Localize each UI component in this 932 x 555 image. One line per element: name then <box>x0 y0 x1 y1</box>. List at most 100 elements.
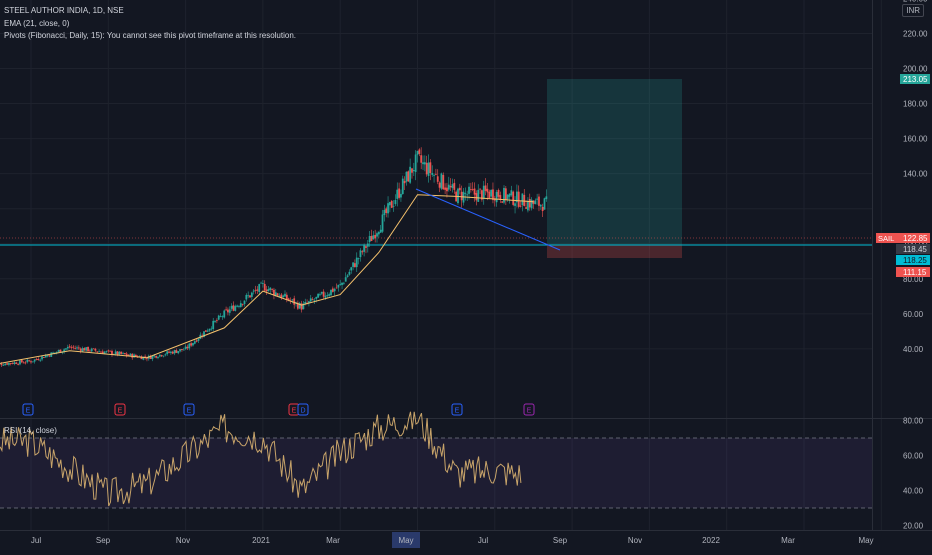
rsi-axis[interactable]: 80.00 60.00 40.00 20.00 <box>903 417 924 531</box>
candle-body <box>300 303 303 310</box>
candle-body <box>490 189 493 197</box>
price-axis-tick: 180.00 <box>903 100 928 109</box>
price-axis[interactable]: 240.00220.00200.00180.00160.00140.00100.… <box>872 0 929 530</box>
time-axis-label: Sep <box>553 536 568 545</box>
candle-body <box>265 289 268 292</box>
candle-body <box>506 194 509 200</box>
candle-body <box>449 186 452 188</box>
ema-legend[interactable]: EMA (21, close, 0) <box>4 19 70 28</box>
event-marker-box <box>183 403 195 416</box>
support-price-label: 118.45 <box>903 245 927 254</box>
candle-body <box>68 346 71 348</box>
candle-body <box>446 187 448 192</box>
candle-body <box>46 355 49 357</box>
candle-body <box>339 284 342 285</box>
candle-body <box>11 363 14 364</box>
stop-zone[interactable] <box>547 245 682 258</box>
candle-body <box>374 234 377 239</box>
symbol-title[interactable]: STEEL AUTHOR INDIA, 1D, NSE <box>4 6 124 15</box>
event-marker[interactable]: E <box>183 403 195 416</box>
candle-body <box>379 229 382 233</box>
candle-body <box>175 350 178 353</box>
candle-body <box>414 154 417 173</box>
candle-body <box>291 299 294 301</box>
candle-body <box>532 200 535 204</box>
candle-body <box>468 186 470 194</box>
candle-body <box>206 330 209 332</box>
pivots-legend[interactable]: Pivots (Fibonacci, Daily, 15): You canno… <box>4 31 296 40</box>
candle-body <box>370 235 373 241</box>
candle-body <box>44 355 47 358</box>
candle-body <box>74 348 77 349</box>
candle-body <box>285 294 288 300</box>
candle-body <box>249 295 251 298</box>
candle-body <box>416 150 419 155</box>
candle-body <box>204 330 207 332</box>
candle-body <box>263 283 266 291</box>
event-marker[interactable]: E <box>523 403 535 416</box>
candle-body <box>271 289 274 290</box>
time-axis-highlight <box>392 532 420 548</box>
candle-body <box>473 188 476 195</box>
last-price-label: 122.85 <box>903 234 928 243</box>
entry-price-tag <box>896 255 930 265</box>
candle-body <box>157 357 159 359</box>
candle-body <box>431 172 434 175</box>
candle-body <box>528 198 531 208</box>
candle-body <box>173 350 176 354</box>
candle-body <box>422 162 424 165</box>
candle-body <box>284 293 286 297</box>
event-marker[interactable]: E <box>22 403 34 416</box>
candle-body <box>123 353 126 355</box>
event-marker-letter: E <box>118 408 123 415</box>
candle-body <box>440 173 443 189</box>
candle-body <box>214 320 216 322</box>
candle-body <box>405 171 408 182</box>
candle-body <box>287 298 290 301</box>
candle-body <box>247 295 250 297</box>
target-zone[interactable] <box>547 79 682 245</box>
candle-body <box>527 200 529 211</box>
candle-body <box>466 194 469 196</box>
candle-body <box>536 198 539 200</box>
candle-body <box>77 347 80 349</box>
candle-body <box>41 356 43 360</box>
currency-badge[interactable]: INR <box>902 4 924 17</box>
candle-body <box>111 350 113 355</box>
candle-body <box>85 347 88 351</box>
candle-body <box>282 295 285 298</box>
candle-body <box>488 191 491 199</box>
event-marker[interactable]: D <box>297 403 309 416</box>
candle-body <box>6 363 8 365</box>
price-axis-tick: 140.00 <box>903 170 928 179</box>
candle-body <box>484 185 487 191</box>
candle-body <box>387 203 389 214</box>
candle-body <box>66 347 69 349</box>
candle-body <box>409 166 412 183</box>
candle-body <box>433 174 435 176</box>
time-axis-label: Nov <box>628 536 642 545</box>
candle-body <box>87 346 89 352</box>
trendline[interactable] <box>415 188 561 251</box>
candle-body <box>258 284 261 293</box>
candle-body <box>365 246 367 248</box>
candle-body <box>48 355 51 357</box>
candle-body <box>181 348 183 351</box>
candle-body <box>328 294 331 296</box>
candle-body <box>26 359 29 363</box>
stop-price-label: 111.15 <box>903 268 927 277</box>
candle-body <box>57 350 60 352</box>
event-marker[interactable]: E <box>114 403 126 416</box>
time-axis[interactable]: Jul Sep Nov 2021 Mar May Jul Sep Nov 2022 Mar May <box>0 530 932 549</box>
candle-body <box>357 258 360 260</box>
candle-body <box>17 364 20 365</box>
price-axis-tick: 80.00 <box>903 275 924 284</box>
candle-body <box>425 162 428 175</box>
candle-body <box>217 315 220 320</box>
candle-body <box>188 343 191 349</box>
event-marker[interactable]: E <box>451 403 463 416</box>
stop-price-tag <box>896 267 930 277</box>
rsi-line[interactable] <box>0 411 522 507</box>
